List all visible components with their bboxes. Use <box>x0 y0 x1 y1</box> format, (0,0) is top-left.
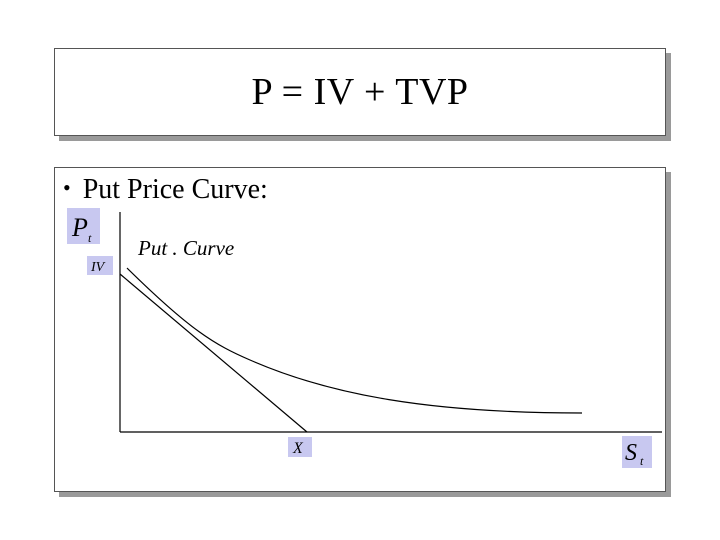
iv-label: IV <box>90 260 106 275</box>
bullet-item: • Put Price Curve: <box>63 174 268 206</box>
x-axis-label: S <box>625 440 637 466</box>
y-axis-label-sub: t <box>88 231 92 245</box>
title-box: P = IV + TVP <box>54 48 666 136</box>
curve-label: Put . Curve <box>137 236 234 260</box>
iv-label-box <box>87 256 113 275</box>
x-axis-label-sub: t <box>640 454 644 468</box>
content-box: • Put Price Curve: <box>54 167 666 492</box>
st-label-box <box>622 436 652 468</box>
bullet-dot-icon: • <box>63 175 71 200</box>
bullet-text: Put Price Curve: <box>82 174 268 205</box>
x-label-box <box>288 437 312 457</box>
intrinsic-value-line <box>119 273 308 433</box>
slide-title: P = IV + TVP <box>251 71 469 113</box>
strike-label: X <box>292 440 304 457</box>
y-axis-label: P <box>71 213 88 242</box>
put-price-curve <box>126 267 583 414</box>
pt-label-box <box>67 208 100 244</box>
